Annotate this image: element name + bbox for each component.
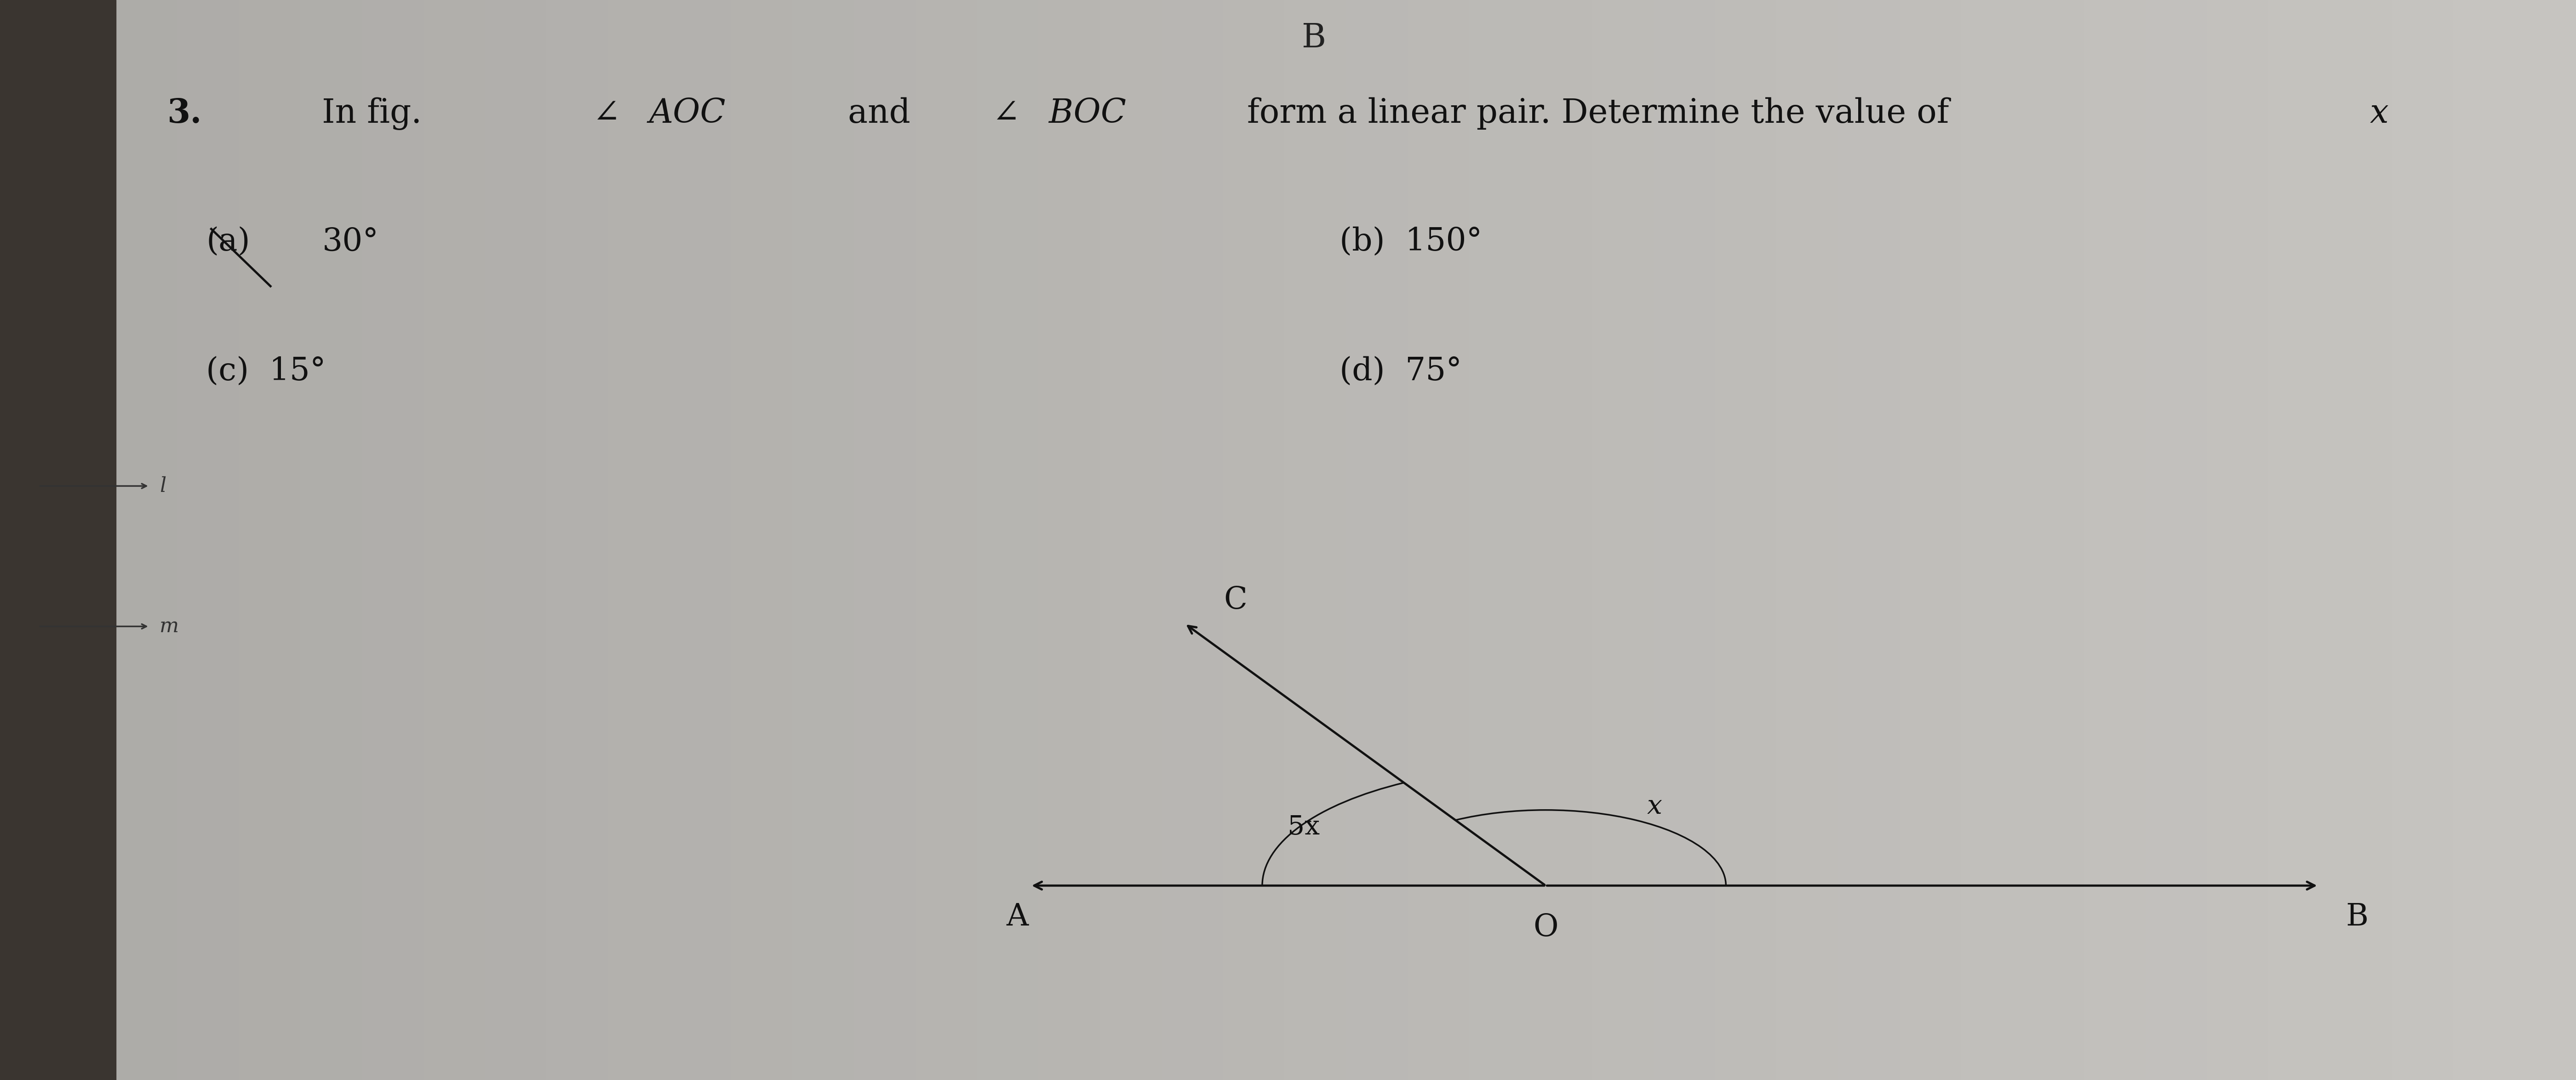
- Bar: [1162, 0, 1224, 1080]
- Bar: [2514, 0, 2576, 1080]
- Bar: [2331, 0, 2391, 1080]
- Text: x: x: [2370, 97, 2388, 130]
- Text: 5x: 5x: [1288, 814, 1319, 840]
- Text: A: A: [1007, 902, 1028, 932]
- Bar: [2022, 0, 2084, 1080]
- Bar: [240, 0, 301, 1080]
- Bar: [670, 0, 732, 1080]
- Bar: [1038, 0, 1100, 1080]
- Bar: [1716, 0, 1777, 1080]
- Text: (d)  75°: (d) 75°: [1340, 356, 1463, 387]
- Text: m: m: [160, 617, 180, 636]
- Bar: [1839, 0, 1899, 1080]
- Text: l: l: [160, 476, 167, 496]
- Text: In fig.: In fig.: [322, 97, 433, 130]
- Text: (a): (a): [206, 227, 250, 257]
- Text: 3.: 3.: [167, 97, 201, 130]
- Text: ∠: ∠: [992, 97, 1020, 130]
- Text: B: B: [2347, 902, 2367, 932]
- Bar: [2208, 0, 2269, 1080]
- Bar: [1654, 0, 1716, 1080]
- Text: B: B: [1301, 22, 1327, 54]
- Text: ∠: ∠: [592, 97, 621, 130]
- Bar: [0, 0, 116, 1080]
- Bar: [301, 0, 363, 1080]
- Text: 30°: 30°: [322, 227, 379, 257]
- Bar: [1406, 0, 1468, 1080]
- Text: C: C: [1224, 585, 1247, 616]
- Bar: [178, 0, 240, 1080]
- Bar: [422, 0, 484, 1080]
- Bar: [1224, 0, 1285, 1080]
- Bar: [1347, 0, 1406, 1080]
- Bar: [116, 0, 178, 1080]
- Bar: [2452, 0, 2514, 1080]
- Bar: [1777, 0, 1839, 1080]
- Text: AOC: AOC: [649, 97, 726, 130]
- Text: and: and: [837, 97, 920, 130]
- Bar: [793, 0, 855, 1080]
- Bar: [546, 0, 608, 1080]
- Bar: [1960, 0, 2022, 1080]
- Bar: [1468, 0, 1530, 1080]
- Bar: [1899, 0, 1960, 1080]
- Bar: [2084, 0, 2146, 1080]
- Bar: [1530, 0, 1592, 1080]
- Text: (c)  15°: (c) 15°: [206, 356, 327, 387]
- Bar: [976, 0, 1038, 1080]
- Bar: [1285, 0, 1347, 1080]
- Bar: [484, 0, 546, 1080]
- Bar: [2269, 0, 2331, 1080]
- Bar: [363, 0, 422, 1080]
- Bar: [1592, 0, 1654, 1080]
- Bar: [914, 0, 976, 1080]
- Text: x: x: [1646, 794, 1662, 820]
- Bar: [2146, 0, 2208, 1080]
- Bar: [608, 0, 670, 1080]
- Text: O: O: [1533, 913, 1558, 943]
- Text: form a linear pair. Determine the value of: form a linear pair. Determine the value …: [1236, 97, 1960, 130]
- Bar: [2391, 0, 2452, 1080]
- Bar: [732, 0, 793, 1080]
- Bar: [855, 0, 914, 1080]
- Bar: [1100, 0, 1162, 1080]
- Text: (b)  150°: (b) 150°: [1340, 227, 1481, 257]
- Text: BOC: BOC: [1048, 97, 1126, 130]
